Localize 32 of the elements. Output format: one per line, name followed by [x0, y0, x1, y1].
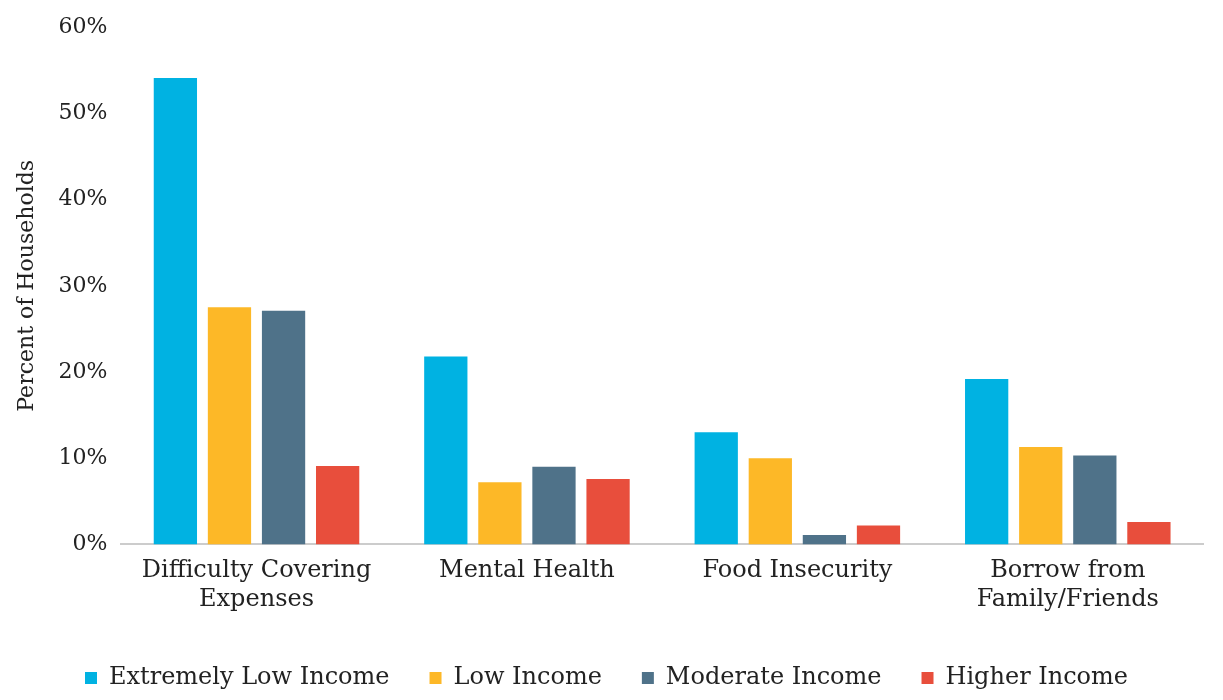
bar: [748, 458, 792, 545]
y-tick-label: 50%: [58, 99, 108, 125]
bar: [1073, 455, 1117, 545]
legend-label: Extremely Low Income: [108, 662, 390, 691]
legend-label: Higher Income: [945, 662, 1129, 691]
bar: [532, 466, 576, 545]
y-tick-label: 30%: [58, 271, 108, 297]
bar: [153, 78, 198, 545]
x-tick-label: Mental Health: [439, 555, 615, 584]
bar: [1019, 446, 1063, 545]
legend-label: Moderate Income: [665, 662, 882, 691]
x-tick-label: Difficulty Covering Expenses: [141, 555, 372, 612]
bar: [802, 534, 847, 545]
bar: [478, 482, 522, 545]
bar: [424, 356, 468, 545]
bar: [586, 478, 630, 545]
bar: [856, 525, 901, 545]
bar: [694, 432, 738, 545]
x-tick-label: Borrow from Family/Friends: [976, 555, 1159, 612]
y-tick-label: 10%: [58, 443, 108, 469]
x-tick-label: Food Insecurity: [702, 555, 893, 584]
bar: [1127, 521, 1171, 545]
legend-label: Low Income: [453, 662, 602, 691]
bar: [316, 465, 360, 545]
y-axis-title: Percent of Households: [12, 159, 38, 412]
y-tick-label: 0%: [72, 530, 108, 556]
bar: [965, 378, 1009, 545]
bar: [207, 307, 252, 545]
y-tick-label: 40%: [58, 185, 108, 211]
y-tick-label: 60%: [58, 12, 108, 38]
bar: [261, 310, 306, 545]
y-tick-label: 20%: [58, 357, 108, 383]
